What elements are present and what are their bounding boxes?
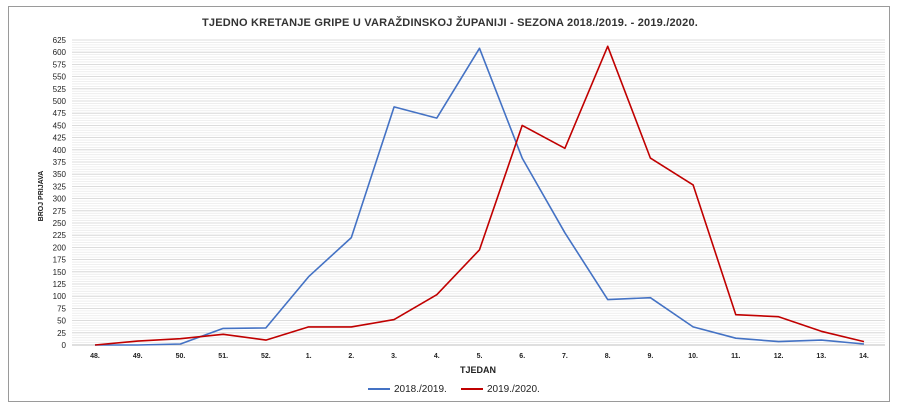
x-tick-label: 50. bbox=[176, 353, 186, 360]
x-tick-label: 48. bbox=[90, 353, 100, 360]
y-tick-label: 575 bbox=[53, 60, 67, 69]
y-tick-label: 50 bbox=[57, 317, 66, 326]
x-tick-label: 52. bbox=[261, 353, 271, 360]
y-tick-label: 175 bbox=[53, 256, 67, 265]
legend-label: 2019./2020. bbox=[487, 384, 540, 395]
y-tick-label: 100 bbox=[53, 292, 67, 301]
y-tick-label: 0 bbox=[62, 341, 67, 350]
x-tick-label: 12. bbox=[774, 353, 784, 360]
y-axis-ticks: 0 25 50 75 100 125 150 175 200 225 250 275 300 325 350… bbox=[53, 36, 67, 350]
x-tick-label: 7. bbox=[562, 353, 568, 360]
x-tick-label: 9. bbox=[647, 353, 653, 360]
legend: 2018./2019. 2019./2020. bbox=[368, 384, 540, 395]
chart-title: TJEDNO KRETANJE GRIPE U VARAŽDINSKOJ ŽUP… bbox=[202, 16, 698, 29]
x-axis-ticks: 48. 49. 50. 51. 52. 1. 2. 3. 4. 5. 6. 7. 8. 9. 10. 11. 1… bbox=[90, 353, 869, 360]
series-lines bbox=[94, 45, 865, 346]
y-tick-label: 475 bbox=[53, 109, 67, 118]
y-tick-label: 325 bbox=[53, 182, 67, 191]
y-tick-label: 500 bbox=[53, 97, 67, 106]
x-tick-label: 5. bbox=[477, 353, 483, 360]
y-tick-label: 350 bbox=[53, 170, 67, 179]
x-tick-label: 4. bbox=[434, 353, 440, 360]
x-tick-label: 13. bbox=[816, 353, 826, 360]
legend-label: 2018./2019. bbox=[394, 384, 447, 395]
x-tick-label: 10. bbox=[688, 353, 698, 360]
y-tick-label: 200 bbox=[53, 243, 67, 252]
y-axis-label: BROJ PRIJAVA bbox=[38, 171, 45, 222]
y-tick-label: 225 bbox=[53, 231, 67, 240]
x-tick-label: 1. bbox=[306, 353, 312, 360]
x-tick-label: 14. bbox=[859, 353, 869, 360]
y-tick-label: 625 bbox=[53, 36, 67, 45]
y-tick-label: 150 bbox=[53, 268, 67, 277]
y-tick-label: 525 bbox=[53, 85, 67, 94]
x-tick-label: 2. bbox=[348, 353, 354, 360]
x-tick-label: 6. bbox=[519, 353, 525, 360]
y-tick-label: 275 bbox=[53, 207, 67, 216]
x-tick-label: 8. bbox=[605, 353, 611, 360]
y-tick-label: 250 bbox=[53, 219, 67, 228]
y-tick-label: 425 bbox=[53, 134, 67, 143]
y-tick-label: 550 bbox=[53, 73, 67, 82]
x-tick-label: 51. bbox=[218, 353, 228, 360]
series-line-2 bbox=[94, 45, 865, 346]
y-tick-label: 75 bbox=[57, 304, 66, 313]
y-tick-label: 400 bbox=[53, 146, 67, 155]
gridlines bbox=[72, 39, 885, 343]
x-tick-label: 11. bbox=[731, 353, 740, 360]
y-tick-label: 125 bbox=[53, 280, 67, 289]
y-tick-label: 450 bbox=[53, 121, 67, 130]
x-axis-label: TJEDAN bbox=[460, 365, 496, 375]
series-line-1 bbox=[95, 47, 865, 346]
y-tick-label: 25 bbox=[57, 329, 66, 338]
x-tick-label: 3. bbox=[391, 353, 397, 360]
y-tick-label: 300 bbox=[53, 195, 67, 204]
y-tick-label: 375 bbox=[53, 158, 67, 167]
x-tick-label: 49. bbox=[133, 353, 143, 360]
y-tick-label: 600 bbox=[53, 48, 67, 57]
